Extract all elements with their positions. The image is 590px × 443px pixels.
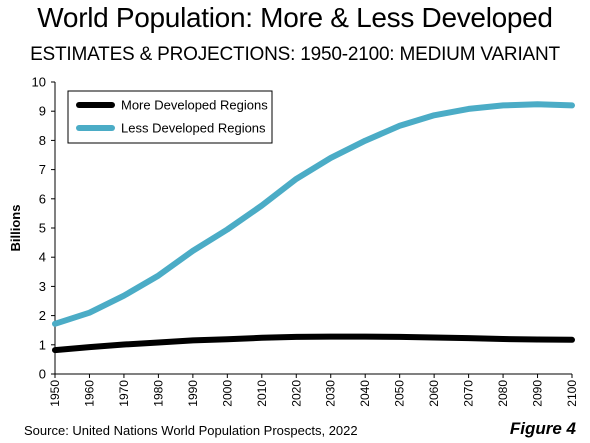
x-tick-label: 2010	[255, 380, 269, 407]
y-tick-label: 2	[39, 308, 46, 323]
x-tick-label: 2040	[358, 380, 372, 407]
x-tick-label: 2060	[427, 380, 441, 407]
legend-label-more-developed: More Developed Regions	[121, 98, 268, 113]
y-axis-title: Billions	[8, 205, 23, 252]
y-tick-label: 5	[39, 221, 46, 236]
legend-label-less-developed: Less Developed Regions	[121, 121, 266, 136]
chart-legend: More Developed Regions Less Developed Reg…	[67, 90, 273, 144]
x-tick-label: 2050	[393, 380, 407, 407]
x-tick-label: 2030	[324, 380, 338, 407]
x-tick-label: 2020	[289, 380, 303, 407]
y-tick-label: 3	[39, 279, 46, 294]
source-note: Source: United Nations World Population …	[24, 423, 358, 438]
legend-box	[67, 90, 273, 144]
x-tick-label: 1980	[151, 380, 165, 407]
y-tick-label: 10	[32, 75, 46, 90]
figure-label: Figure 4	[509, 419, 576, 438]
series-line-less-developed	[52, 101, 575, 327]
y-tick-label: 9	[39, 104, 46, 119]
y-tick-label: 6	[39, 191, 46, 206]
y-tick-label: 0	[39, 367, 46, 382]
chart-subtitle: ESTIMATES & PROJECTIONS: 1950-2100: MEDI…	[30, 44, 560, 65]
chart-title: World Population: More & Less Developed	[37, 2, 553, 33]
x-tick-label: 2080	[496, 380, 510, 407]
x-tick-label: 2100	[565, 380, 579, 407]
x-tick-label: 1960	[82, 380, 96, 407]
chart-series	[52, 101, 575, 354]
x-tick-label: 1990	[186, 380, 200, 407]
x-tick-label: 1970	[117, 380, 131, 407]
y-tick-label: 8	[39, 133, 46, 148]
x-tick-label: 2090	[531, 380, 545, 407]
y-tick-label: 1	[39, 337, 46, 352]
y-tick-label: 4	[39, 250, 46, 265]
series-line-more-developed	[52, 333, 575, 354]
y-tick-label: 7	[39, 162, 46, 177]
x-tick-label: 1950	[48, 380, 62, 407]
x-tick-label: 2000	[220, 380, 234, 407]
x-tick-label: 2070	[462, 380, 476, 407]
